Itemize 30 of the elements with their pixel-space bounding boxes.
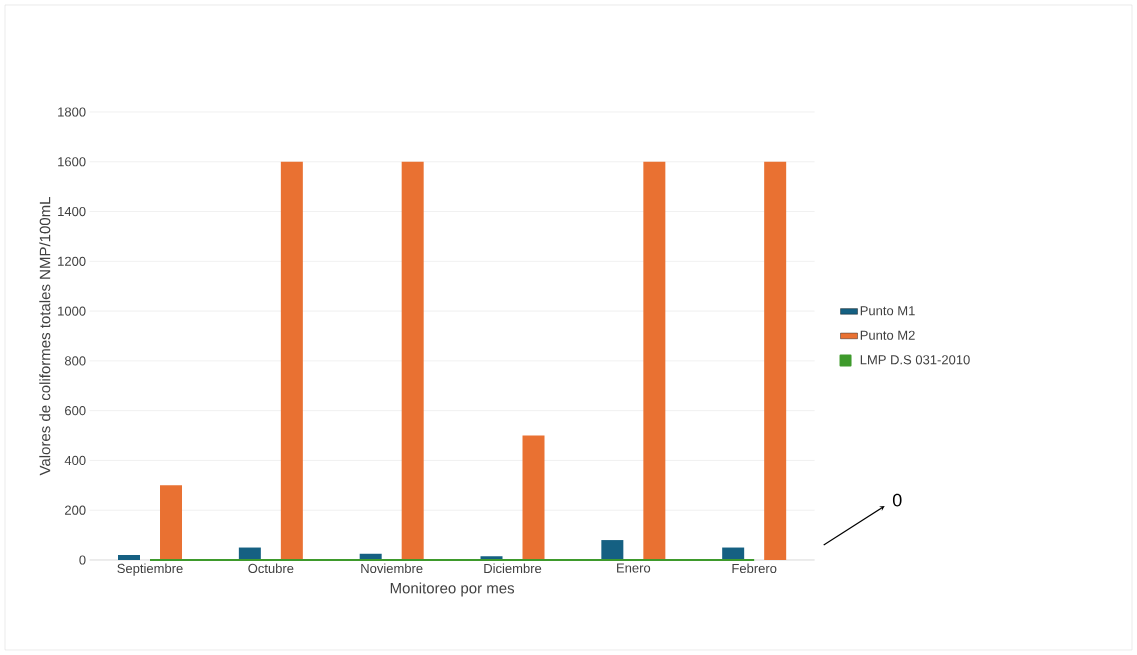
y-tick-label: 1800 bbox=[58, 107, 86, 117]
y-tick-label: 0 bbox=[79, 555, 86, 565]
bar bbox=[764, 161, 787, 560]
text: 0 bbox=[892, 493, 902, 507]
x-tick-label: Diciembre bbox=[484, 563, 542, 574]
y-axis-title: Valores de coliformes totales NMP/100mL bbox=[39, 197, 51, 476]
legend-label: Punto M2 bbox=[860, 330, 915, 340]
y-tick-label: 800 bbox=[64, 356, 86, 366]
x-tick-label: Febrero bbox=[732, 563, 777, 574]
y-tick-label: 200 bbox=[65, 505, 86, 515]
y-tick-label: 1600 bbox=[58, 157, 86, 167]
x-tick-label: Septiembre bbox=[117, 563, 183, 576]
y-tick-label: 1200 bbox=[58, 256, 86, 266]
y-tick-label: 600 bbox=[65, 406, 86, 416]
bar bbox=[401, 161, 424, 560]
bar bbox=[118, 555, 141, 560]
y-tick-label: 400 bbox=[64, 455, 86, 466]
x-tick-label: Enero bbox=[617, 563, 651, 573]
y-tick-label: 1400 bbox=[58, 206, 86, 217]
x-tick-label: Octubre bbox=[248, 563, 294, 574]
bar bbox=[643, 161, 666, 560]
legend-label: Punto M1 bbox=[860, 306, 915, 316]
y-tick-label: 1000 bbox=[58, 306, 86, 316]
bar bbox=[160, 485, 183, 560]
x-tick-label: Noviembre bbox=[361, 563, 423, 574]
bar bbox=[601, 540, 624, 560]
bar bbox=[522, 435, 545, 560]
legend-label: LMP D.S 031-2010 bbox=[860, 355, 970, 365]
x-axis-title: Monitoreo por mes bbox=[390, 582, 515, 597]
bar bbox=[280, 161, 303, 560]
